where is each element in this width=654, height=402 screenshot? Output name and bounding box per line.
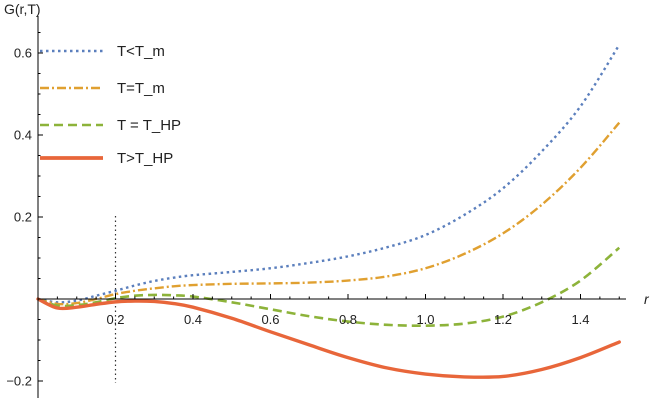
y-tick-label: −0.2	[6, 374, 32, 389]
y-tick-label: 0.6	[14, 46, 32, 61]
y-tick-label: 0.4	[14, 128, 32, 143]
legend: T<T_m T=T_m T = T_HP T>T_HP	[40, 43, 181, 167]
x-tick-label: 1.0	[416, 312, 434, 327]
legend-label: T<T_m	[117, 43, 165, 60]
x-tick-label: 1.2	[494, 312, 512, 327]
x-tick-label: 1.4	[571, 312, 589, 327]
legend-label: T>T_HP	[117, 150, 173, 167]
axes	[37, 16, 626, 398]
ticks: 0.2 0.4 0.6 0.8 1.0 1.2 1.4 −0.2 0.2 0.4 0.6	[6, 32, 620, 389]
series-line-3	[37, 246, 621, 328]
x-tick-label: 0.8	[339, 312, 357, 327]
x-tick-label: 0.6	[261, 312, 279, 327]
plot-area	[36, 44, 621, 383]
y-tick-label: 0.2	[14, 210, 32, 225]
series-line-2	[37, 121, 621, 306]
legend-label: T = T_HP	[117, 117, 181, 134]
legend-label: T=T_m	[117, 80, 165, 97]
x-axis-label: r	[644, 291, 650, 307]
series-line-1	[37, 44, 621, 304]
series-line-4	[36, 297, 621, 380]
y-axis-label: G(r,T)	[4, 1, 41, 17]
x-tick-label: 0.4	[184, 312, 202, 327]
x-tick-label: 0.2	[106, 312, 124, 327]
